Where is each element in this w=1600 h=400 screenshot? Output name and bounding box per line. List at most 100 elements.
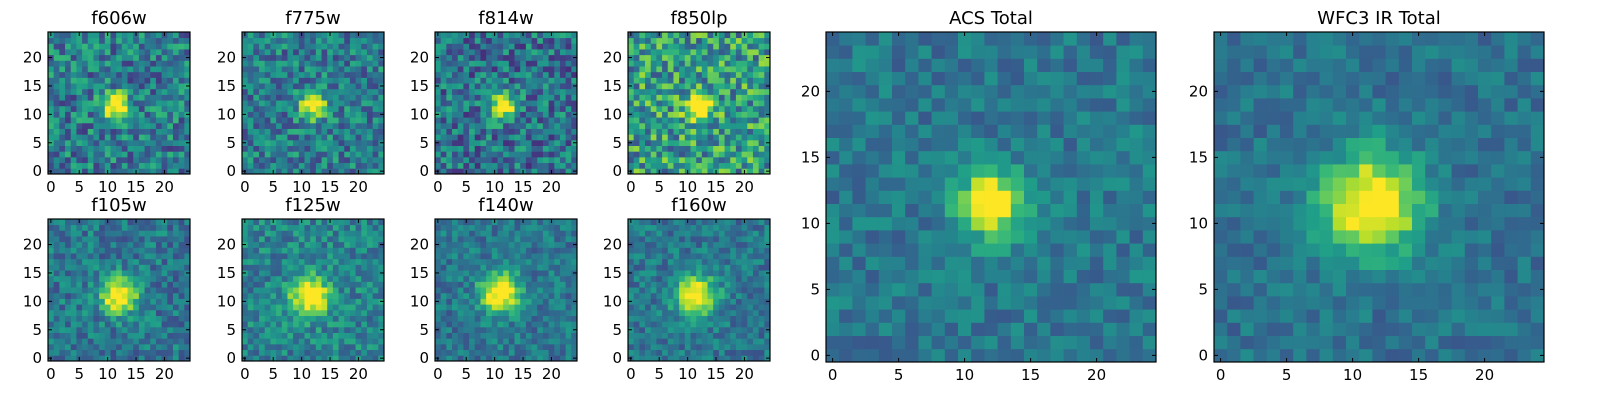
heatmap-cell [480, 230, 487, 237]
heatmap-cell [48, 304, 55, 311]
heatmap-cell [247, 100, 254, 107]
heatmap-cell [372, 162, 379, 169]
heatmap-cell [65, 151, 72, 158]
heatmap-cell [514, 117, 521, 124]
heatmap-cell [378, 71, 385, 78]
heatmap-cell [707, 292, 714, 299]
heatmap-cell [321, 71, 328, 78]
heatmap-cell [259, 292, 266, 299]
heatmap-cell [161, 37, 168, 44]
heatmap-cell [70, 151, 77, 158]
heatmap-cell [713, 88, 720, 95]
heatmap-cell [53, 241, 60, 248]
heatmap-cell [184, 275, 191, 282]
heatmap-cell [65, 139, 72, 146]
heatmap-cell [172, 145, 180, 152]
heatmap-cell [287, 343, 294, 351]
heatmap-cell [372, 343, 379, 351]
heatmap-cell [645, 66, 652, 73]
heatmap-cell [520, 128, 527, 135]
heatmap-cell [281, 105, 288, 112]
heatmap-cell [259, 309, 266, 316]
heatmap-cell [446, 32, 453, 39]
y-tick-label: 20 [410, 49, 429, 67]
heatmap-cell [321, 270, 328, 277]
heatmap-cell [110, 309, 117, 316]
heatmap-cell [372, 156, 379, 164]
heatmap-cell [633, 88, 640, 95]
heatmap-cell [639, 37, 646, 44]
x-tick-label: 15 [706, 178, 725, 196]
heatmap-cell [104, 83, 111, 90]
heatmap-cell [65, 88, 72, 95]
y-tick-label: 20 [23, 236, 42, 254]
heatmap-cell [639, 281, 646, 288]
heatmap-cell [730, 298, 737, 305]
heatmap-cell [349, 111, 356, 118]
heatmap-cells [628, 32, 771, 175]
heatmap-cell [752, 37, 760, 44]
heatmap-cell [667, 100, 674, 107]
heatmap-cell [662, 151, 669, 158]
heatmap-cell [662, 88, 669, 95]
heatmap-cell [253, 54, 260, 61]
heatmap-cell [242, 315, 249, 322]
heatmap-cell [150, 37, 157, 44]
heatmap-cell [537, 343, 544, 351]
heatmap-cell [270, 304, 277, 311]
heatmap-cell [497, 32, 504, 39]
heatmap-cell [372, 264, 379, 271]
heatmap-cell [673, 43, 680, 50]
heatmap-cell [486, 77, 493, 84]
heatmap-cell [440, 264, 447, 271]
heatmap-cell [758, 156, 765, 164]
heatmap-cell [508, 219, 515, 226]
heatmap-cell [178, 128, 185, 135]
heatmap-cell [53, 224, 60, 231]
heatmap-cell [735, 139, 742, 146]
heatmap-cell [690, 321, 697, 328]
heatmap-cell [310, 304, 317, 311]
heatmap-cell [65, 224, 72, 231]
heatmap-cell [565, 145, 572, 152]
heatmap-cell [270, 287, 277, 294]
heatmap-cell [628, 281, 635, 288]
heatmap-cell [242, 287, 249, 294]
heatmap-cell [344, 105, 351, 112]
heatmap-cell [531, 32, 538, 39]
heatmap-cell [298, 298, 305, 305]
heatmap-cell [679, 326, 686, 333]
heatmap-cell [259, 134, 266, 141]
heatmap-cell [537, 326, 544, 333]
heatmap-cell [730, 128, 737, 135]
heatmap-cell [690, 326, 697, 333]
heatmap-cell [531, 128, 538, 135]
heatmap-cell [332, 309, 339, 316]
heatmap-cell [247, 43, 254, 50]
heatmap-cell [93, 66, 100, 73]
heatmap-cell [542, 326, 549, 333]
heatmap-cell [48, 156, 55, 164]
heatmap-cell [463, 338, 470, 345]
heatmap-cell [662, 139, 669, 146]
heatmap-cell [127, 258, 134, 265]
heatmap-cell [178, 292, 185, 299]
heatmap-cell [480, 139, 487, 146]
heatmap-cell [150, 241, 157, 248]
heatmap-cell [167, 355, 174, 362]
heatmap-cell [486, 292, 493, 299]
heatmap-cell [253, 111, 260, 118]
heatmap-cell [537, 151, 544, 158]
heatmap-cell [184, 338, 191, 345]
heatmap-cell [537, 258, 544, 265]
heatmap-cell [76, 43, 83, 50]
heatmap-cell [764, 32, 771, 39]
heatmap-cell [446, 37, 453, 44]
heatmap-cell [463, 236, 470, 243]
heatmap-cell [48, 151, 55, 158]
heatmap-cell [531, 264, 538, 271]
x-tick-label: 10 [485, 365, 504, 383]
heatmap-cell [242, 37, 249, 44]
heatmap-cell [53, 94, 60, 101]
heatmap-cell [65, 49, 72, 56]
